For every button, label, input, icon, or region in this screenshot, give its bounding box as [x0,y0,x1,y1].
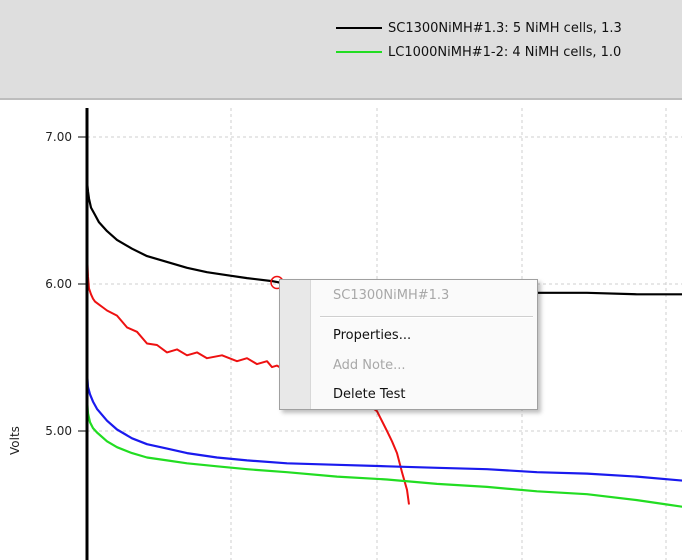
menu-item-add-note: Add Note... [333,358,406,373]
series-line-3[interactable] [85,398,682,508]
y-tick-labels: 7.00 6.00 5.00 [45,130,87,438]
context-menu: SC1300NiMH#1.3 Properties... Add Note...… [279,279,538,410]
y-axis-label: Volts [8,426,22,455]
y-tick-label: 6.00 [45,277,72,291]
menu-item-delete-test[interactable]: Delete Test [333,387,406,402]
legend-panel: SC1300NiMH#1.3: 5 NiMH cells, 1.3 LC1000… [0,0,682,100]
menu-separator [320,316,533,318]
menu-item-properties[interactable]: Properties... [333,328,412,343]
series-line-2[interactable] [85,372,682,482]
y-tick-label: 5.00 [45,424,72,438]
legend-swatch-green [336,51,382,53]
legend-swatch-black [336,27,382,29]
menu-header-test-name: SC1300NiMH#1.3 [333,288,450,303]
legend-entry-sc1300[interactable]: SC1300NiMH#1.3: 5 NiMH cells, 1.3 [336,18,622,38]
menu-icon-gutter [280,280,311,409]
legend-label: SC1300NiMH#1.3: 5 NiMH cells, 1.3 [388,20,622,36]
legend-entry-lc1000[interactable]: LC1000NiMH#1-2: 4 NiMH cells, 1.0 [336,42,621,62]
y-tick-label: 7.00 [45,130,72,144]
series-line-0[interactable] [85,180,682,296]
legend-label: LC1000NiMH#1-2: 4 NiMH cells, 1.0 [388,44,622,60]
